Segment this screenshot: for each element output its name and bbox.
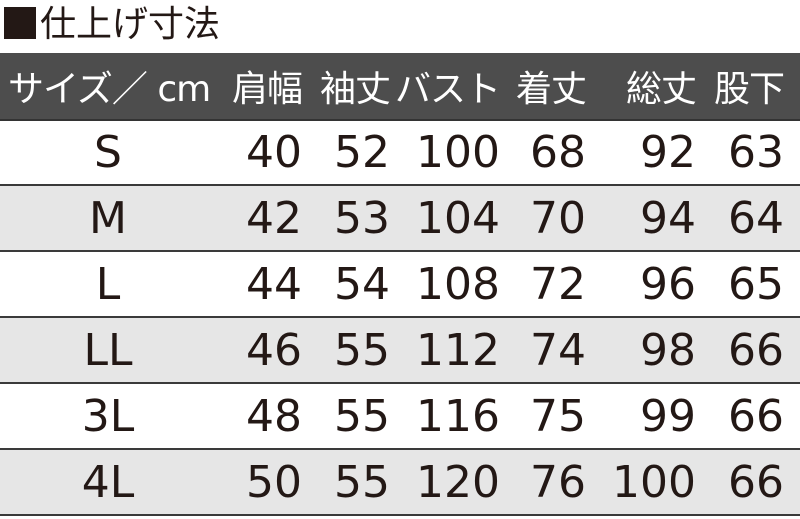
- table-row: S 40 52 100 68 92 63: [0, 120, 800, 186]
- cell-size: L: [95, 258, 121, 310]
- cell-bust: 116: [416, 390, 500, 442]
- cell-bust: 108: [416, 258, 500, 310]
- header-inseam: 股下: [713, 69, 785, 110]
- header-bust: バスト: [394, 69, 501, 110]
- cell-total-length: 99: [640, 390, 696, 442]
- cell-bust: 104: [416, 192, 500, 244]
- cell-shoulder: 40: [246, 126, 302, 178]
- cell-shoulder: 46: [246, 324, 302, 376]
- cell-shoulder: 42: [246, 192, 302, 244]
- cell-bust: 100: [416, 126, 500, 178]
- cell-sleeve: 52: [334, 126, 390, 178]
- header-sleeve: 袖丈: [319, 69, 391, 110]
- cell-sleeve: 53: [334, 192, 390, 244]
- cell-length: 72: [530, 258, 586, 310]
- cell-size: 3L: [81, 390, 135, 442]
- table-header: サイズ／ cm 肩幅 袖丈 バスト 着丈 総丈 股下: [0, 53, 800, 121]
- cell-length: 76: [530, 456, 586, 508]
- cell-total-length: 98: [640, 324, 696, 376]
- cell-length: 74: [530, 324, 586, 376]
- cell-total-length: 92: [640, 126, 696, 178]
- cell-inseam: 63: [728, 126, 784, 178]
- square-bullet-icon: [4, 7, 36, 39]
- title-text: 仕上げ寸法: [40, 4, 221, 45]
- cell-size: LL: [83, 324, 133, 376]
- cell-inseam: 64: [728, 192, 784, 244]
- header-shoulder: 肩幅: [231, 69, 303, 110]
- table-row: L 44 54 108 72 96 65: [0, 252, 800, 318]
- cell-sleeve: 55: [334, 324, 390, 376]
- cell-sleeve: 55: [334, 390, 390, 442]
- cell-inseam: 66: [728, 390, 784, 442]
- cell-bust: 120: [416, 456, 500, 508]
- cell-sleeve: 55: [334, 456, 390, 508]
- header-length: 着丈: [515, 69, 587, 110]
- cell-inseam: 66: [728, 456, 784, 508]
- cell-shoulder: 48: [246, 390, 302, 442]
- header-size: サイズ／ cm: [8, 69, 211, 110]
- cell-shoulder: 50: [246, 456, 302, 508]
- cell-size: S: [94, 126, 122, 178]
- cell-length: 68: [530, 126, 586, 178]
- cell-total-length: 100: [612, 456, 696, 508]
- table-row: 4L 50 55 120 76 100 66: [0, 450, 800, 516]
- cell-sleeve: 54: [334, 258, 390, 310]
- table-row: 3L 48 55 116 75 99 66: [0, 384, 800, 450]
- table-row: M 42 53 104 70 94 64: [0, 186, 800, 252]
- table-row: LL 46 55 112 74 98 66: [0, 318, 800, 384]
- cell-shoulder: 44: [246, 258, 302, 310]
- page-title: 仕上げ寸法: [4, 2, 220, 48]
- cell-inseam: 65: [728, 258, 784, 310]
- cell-size: 4L: [81, 456, 135, 508]
- cell-bust: 112: [416, 324, 500, 376]
- cell-total-length: 96: [640, 258, 696, 310]
- cell-total-length: 94: [640, 192, 696, 244]
- cell-length: 75: [530, 390, 586, 442]
- cell-inseam: 66: [728, 324, 784, 376]
- cell-length: 70: [530, 192, 586, 244]
- cell-size: M: [89, 192, 127, 244]
- header-total-length: 総丈: [625, 69, 697, 110]
